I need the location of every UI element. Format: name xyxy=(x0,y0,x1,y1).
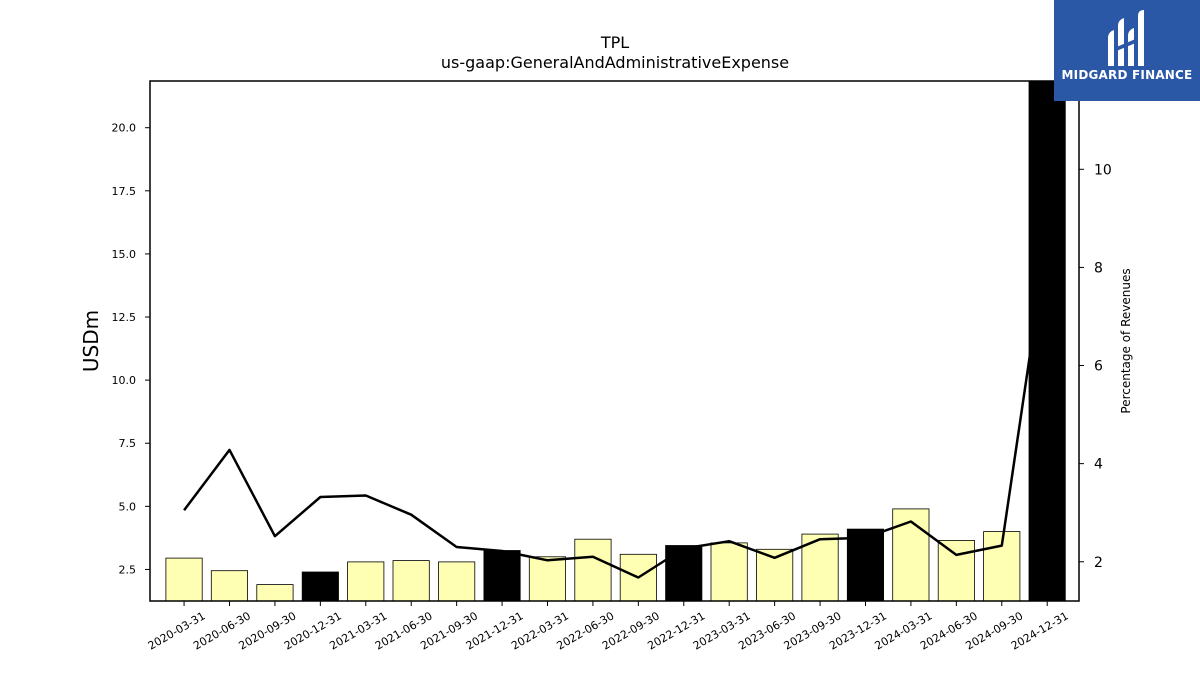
y-tick-label: 2.5 xyxy=(119,563,137,576)
bar xyxy=(574,538,612,602)
bar xyxy=(937,540,975,602)
bar xyxy=(301,571,339,602)
y-tick-label: 5.0 xyxy=(119,500,137,513)
y2-tick-label: 10 xyxy=(1094,162,1112,178)
brand-logo: MIDGARD FINANCE xyxy=(1054,0,1200,101)
midgard-finance-logo-icon xyxy=(1108,10,1144,66)
y2-tick-label: 6 xyxy=(1094,359,1103,375)
y-tick-label: 7.5 xyxy=(119,437,137,450)
line-series xyxy=(183,237,1049,579)
bar xyxy=(347,561,385,602)
right-axis: 2 4 6 8 10 xyxy=(1079,162,1112,571)
bar xyxy=(665,545,703,602)
bar xyxy=(256,584,294,602)
y2-tick-label: 2 xyxy=(1094,555,1103,571)
chart-title: TPL xyxy=(600,33,629,52)
x-axis: 2020-03-312020-06-302020-09-302020-12-31… xyxy=(146,601,1071,653)
bar xyxy=(438,561,476,602)
y-tick-label: 12.5 xyxy=(112,311,137,324)
chart-subtitle: us-gaap:GeneralAndAdministrativeExpense xyxy=(441,53,789,72)
percentage-line xyxy=(183,237,1049,579)
bar xyxy=(483,550,521,602)
y-tick-label: 10.0 xyxy=(112,374,137,387)
y-tick-label: 15.0 xyxy=(112,248,137,261)
bar xyxy=(165,557,203,602)
bar xyxy=(846,528,884,602)
bar xyxy=(392,560,430,602)
bar-series xyxy=(165,80,1066,602)
y2-tick-label: 8 xyxy=(1094,260,1103,276)
bar xyxy=(210,570,249,602)
bar xyxy=(710,542,748,602)
y-tick-label: 17.5 xyxy=(112,185,137,198)
y2-axis-label: Percentage of Revenues xyxy=(1119,268,1133,413)
y-tick-label: 20.0 xyxy=(112,122,137,135)
y-axis-label: USDm xyxy=(79,310,103,372)
y2-tick-label: 4 xyxy=(1094,457,1103,473)
brand-name: MIDGARD FINANCE xyxy=(1061,68,1193,82)
bar xyxy=(528,556,566,602)
bar xyxy=(1028,80,1066,602)
bar xyxy=(892,508,930,602)
left-axis: 2.5 5.0 7.5 10.0 12.5 15.0 17.5 20.0 xyxy=(112,122,150,576)
plot-frame xyxy=(149,80,1080,602)
